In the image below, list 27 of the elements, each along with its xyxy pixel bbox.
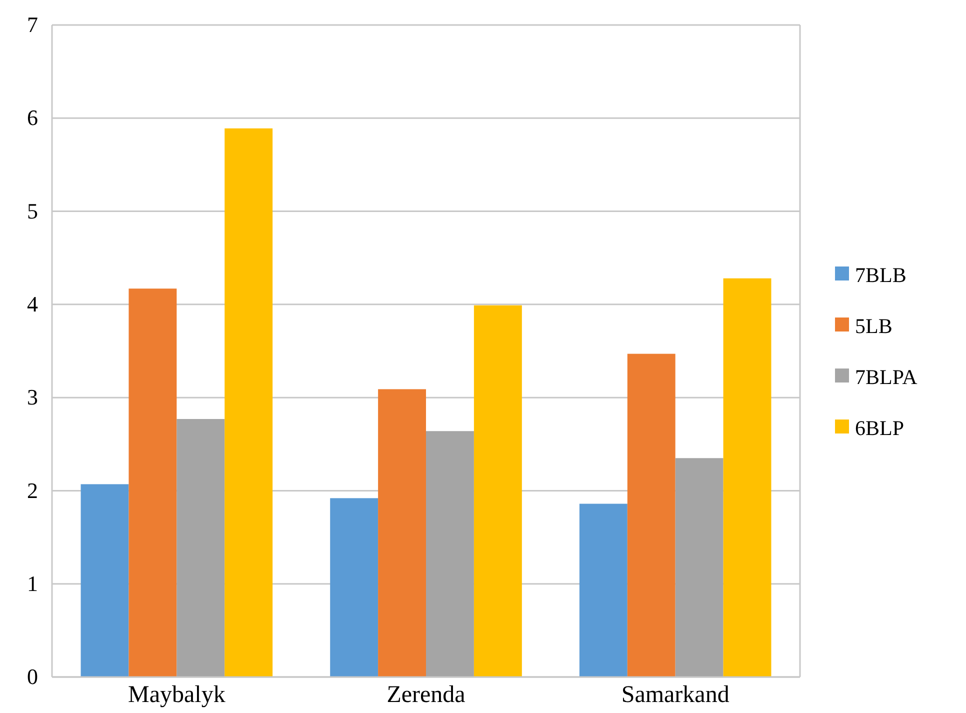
bar [128, 288, 177, 677]
legend-label: 7BLPA [855, 364, 918, 389]
bar [426, 431, 474, 677]
bar [627, 354, 676, 677]
y-tick-label: 0 [27, 664, 38, 690]
y-tick-label: 2 [27, 478, 38, 503]
y-tick-label: 1 [27, 570, 38, 596]
bar [474, 305, 522, 677]
y-tick-label: 3 [27, 384, 38, 410]
y-tick-label: 4 [27, 291, 38, 316]
bar [224, 128, 273, 677]
bar [378, 389, 426, 677]
bar [675, 458, 724, 677]
legend-label: 6BLP [855, 416, 904, 440]
x-tick-label: Zerenda [386, 682, 466, 708]
bar [176, 418, 225, 677]
x-tick-label: Maybalyk [128, 682, 226, 708]
legend-label: 7BLB [855, 262, 906, 287]
bar [80, 484, 129, 677]
legend-label: 5LB [855, 314, 892, 338]
y-tick-label: 6 [27, 105, 38, 130]
bar [723, 278, 772, 677]
y-tick-label: 5 [27, 198, 38, 224]
bar [579, 504, 628, 677]
x-tick-label: Samarkand [621, 682, 730, 708]
y-tick-label: 7 [27, 12, 38, 38]
bar [330, 498, 378, 677]
